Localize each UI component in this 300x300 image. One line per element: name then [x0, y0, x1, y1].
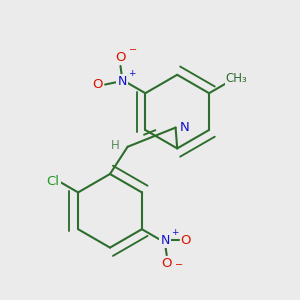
Text: −: − [175, 260, 183, 270]
Text: N: N [160, 234, 170, 247]
Text: O: O [161, 257, 172, 270]
Text: H: H [111, 139, 120, 152]
Text: O: O [115, 51, 126, 64]
Text: O: O [92, 78, 103, 91]
Text: CH₃: CH₃ [226, 72, 247, 85]
Text: Cl: Cl [46, 175, 59, 188]
Text: −: − [128, 45, 136, 55]
Text: +: + [171, 228, 178, 237]
Text: N: N [117, 76, 127, 88]
Text: O: O [181, 234, 191, 247]
Text: N: N [180, 121, 189, 134]
Text: +: + [128, 69, 135, 78]
